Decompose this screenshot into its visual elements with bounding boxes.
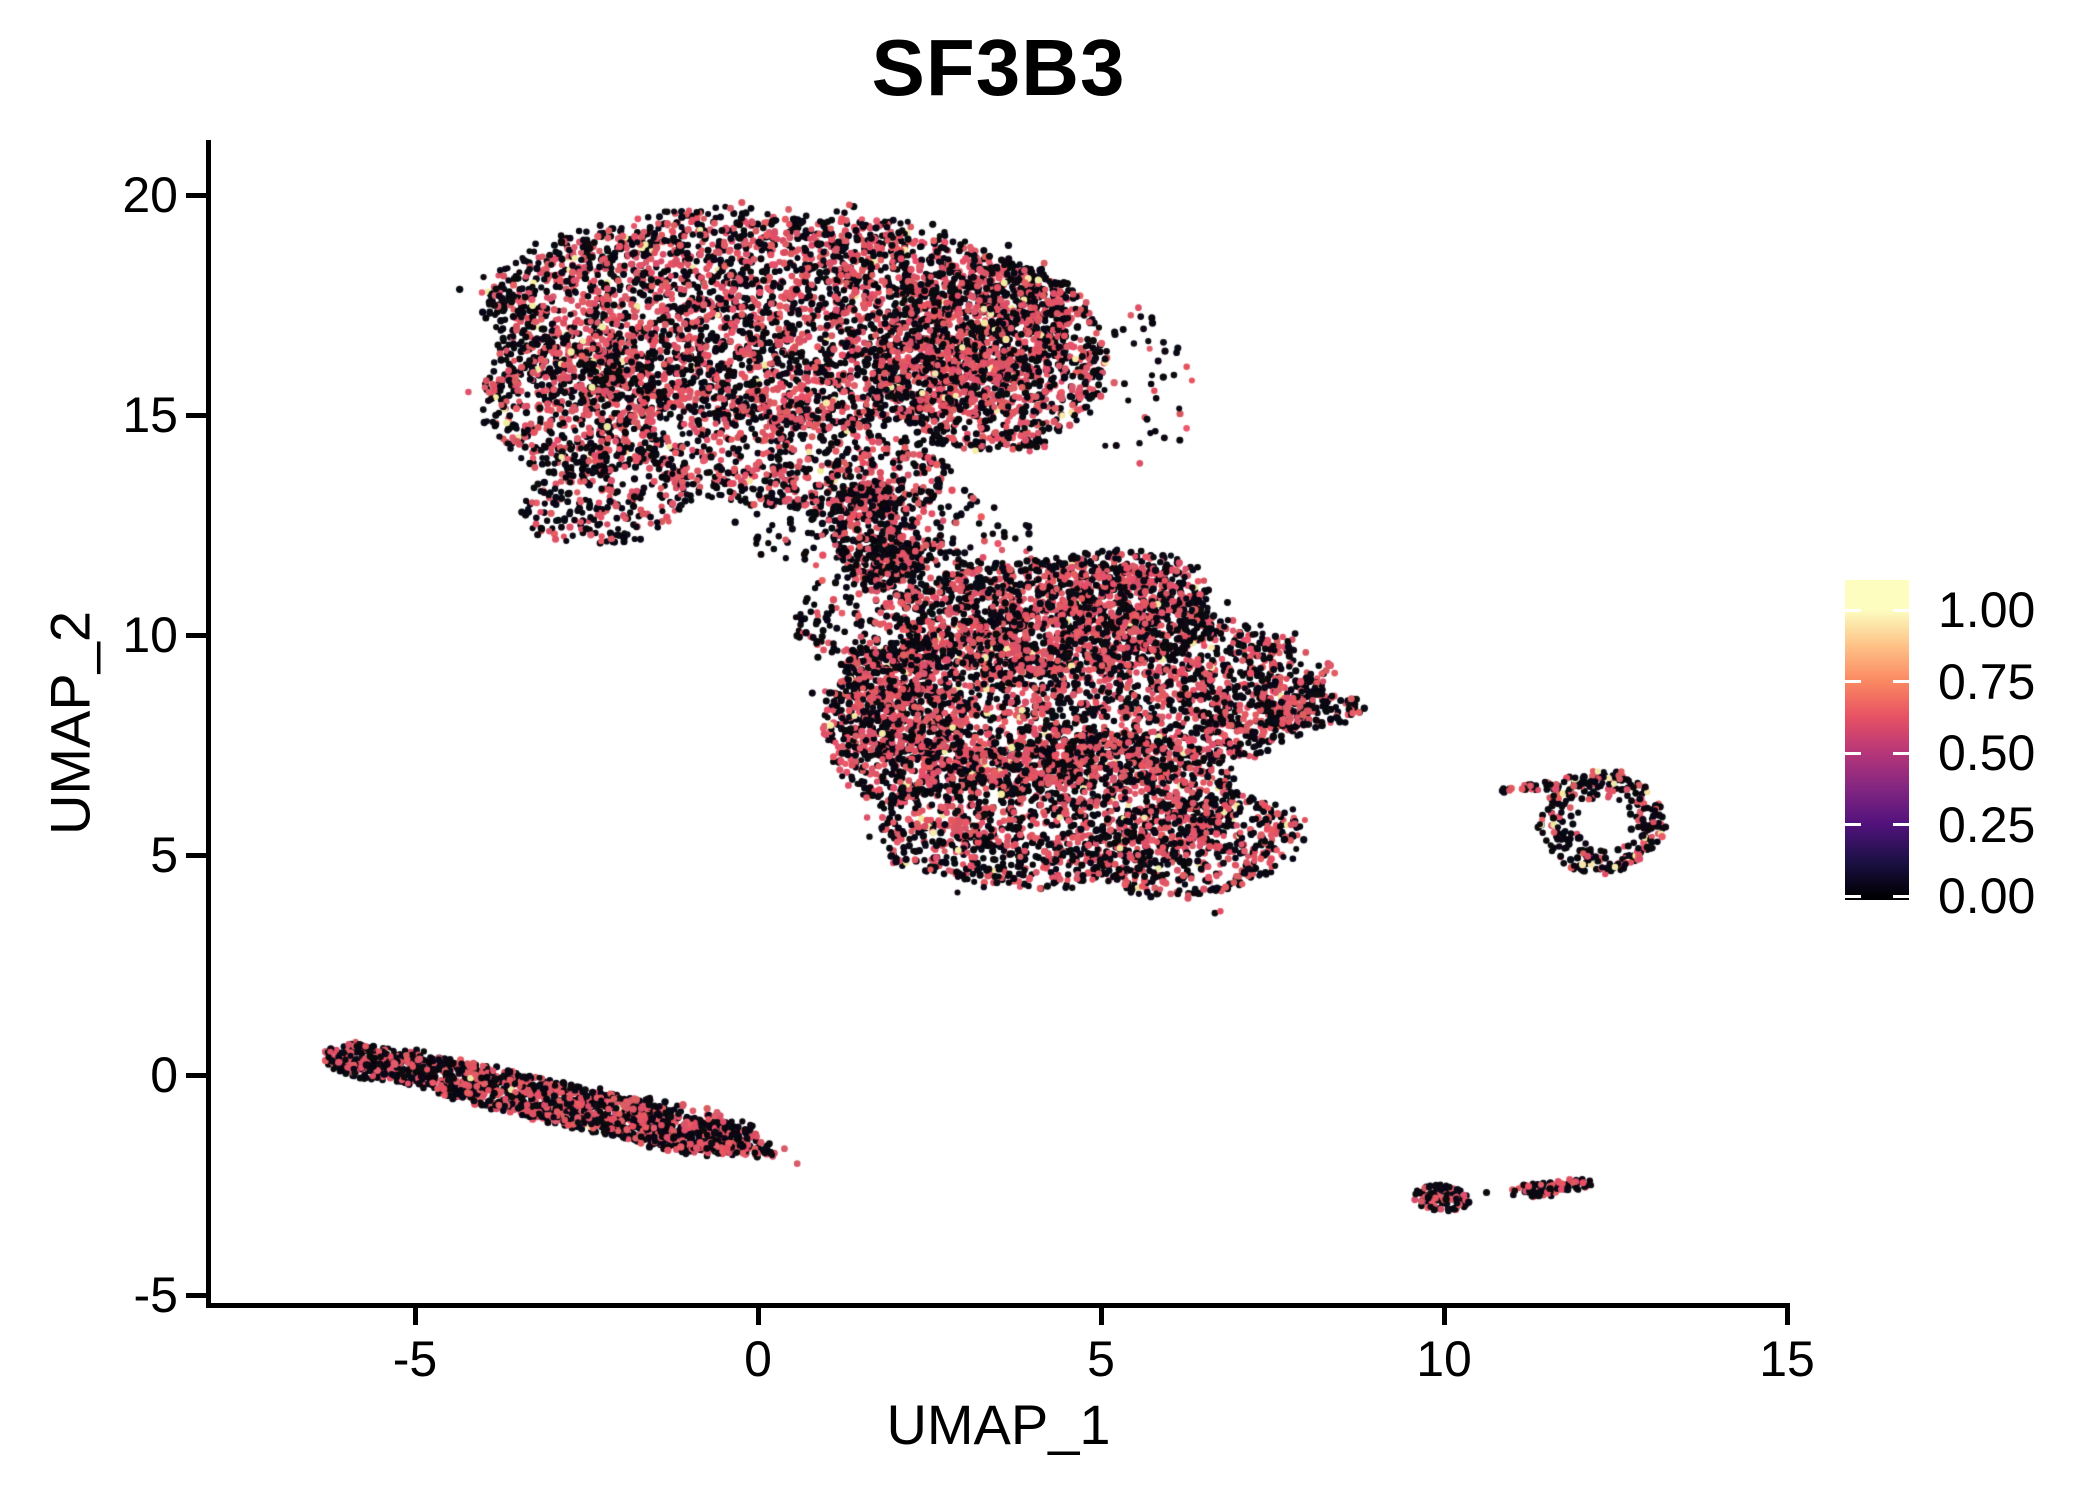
y-tick	[186, 1072, 206, 1078]
x-tick	[1441, 1308, 1447, 1325]
x-tick-label: 0	[744, 1331, 772, 1387]
x-tick-label: 15	[1759, 1331, 1815, 1387]
colorbar-tick	[1845, 751, 1861, 755]
legend-tick-label: 0.75	[1938, 653, 2036, 710]
x-tick	[755, 1308, 761, 1325]
x-tick-label: 5	[1087, 1331, 1115, 1387]
y-tick-label: 0	[150, 1047, 178, 1103]
y-axis-label: UMAP_2	[38, 610, 102, 836]
y-tick-label: 10	[122, 607, 178, 663]
colorbar-tick	[1893, 608, 1909, 612]
x-axis-line	[206, 1303, 1790, 1308]
x-tick	[412, 1308, 418, 1325]
y-tick	[186, 192, 206, 198]
plot-title: SF3B3	[871, 23, 1126, 112]
legend-tick-label: 0.00	[1938, 868, 2036, 924]
colorbar-tick	[1845, 608, 1861, 612]
colorbar-tick	[1893, 680, 1909, 683]
colorbar-tick	[1845, 680, 1861, 683]
y-tick	[186, 632, 206, 638]
colorbar-tick	[1845, 823, 1861, 826]
y-tick-label: 5	[150, 827, 178, 883]
x-tick-label: 10	[1416, 1331, 1472, 1387]
y-tick	[186, 852, 206, 858]
legend-tick-label: 0.50	[1938, 725, 2036, 781]
y-tick	[186, 412, 206, 418]
x-tick	[1098, 1308, 1104, 1325]
legend-tick-label: 1.00	[1938, 582, 2036, 638]
y-tick-label: -5	[133, 1267, 178, 1323]
y-tick	[186, 1292, 206, 1298]
x-tick-label: -5	[392, 1331, 438, 1387]
colorbar-gradient	[1845, 580, 1909, 900]
colorbar-tick	[1845, 894, 1861, 898]
x-axis-label: UMAP_1	[886, 1393, 1111, 1456]
colorbar-tick	[1893, 894, 1909, 898]
x-tick	[1784, 1308, 1790, 1325]
y-axis-line	[206, 140, 211, 1308]
y-tick-label: 15	[122, 387, 178, 443]
colorbar-tick	[1893, 751, 1909, 755]
y-tick-label: 20	[122, 167, 178, 223]
legend-tick-label: 0.25	[1938, 796, 2036, 853]
colorbar-tick	[1893, 823, 1909, 826]
